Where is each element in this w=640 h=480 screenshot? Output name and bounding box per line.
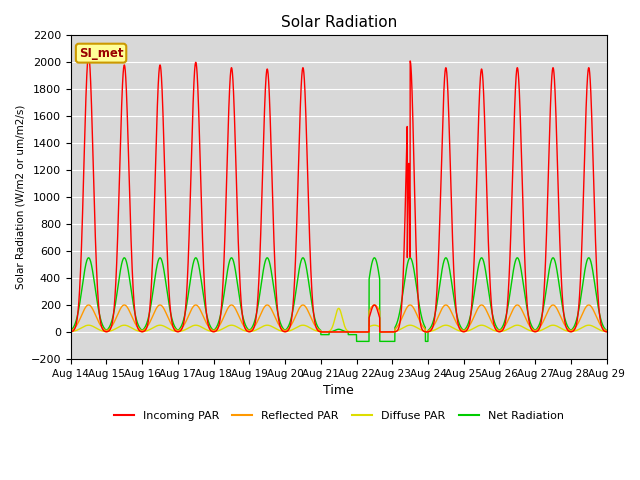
Line: Incoming PAR: Incoming PAR <box>71 56 607 332</box>
Y-axis label: Solar Radiation (W/m2 or um/m2/s): Solar Radiation (W/m2 or um/m2/s) <box>15 105 25 289</box>
Net Radiation <box>84 255 92 261</box>
Reflected PAR <box>602 328 610 334</box>
Diffuse PAR <box>459 329 467 335</box>
Net Radiation <box>490 315 497 321</box>
Incoming PAR <box>603 329 611 335</box>
Title: Solar Radiation: Solar Radiation <box>280 15 397 30</box>
Diffuse PAR <box>163 325 171 331</box>
Net Radiation <box>603 327 611 333</box>
Incoming PAR <box>429 323 437 329</box>
Net Radiation <box>67 327 75 333</box>
Reflected PAR <box>84 302 92 308</box>
Text: SI_met: SI_met <box>79 47 124 60</box>
Net Radiation <box>163 289 171 295</box>
Reflected PAR <box>163 313 171 319</box>
Diffuse PAR <box>602 329 610 335</box>
Diffuse PAR <box>429 328 437 334</box>
Reflected PAR <box>490 322 497 328</box>
Reflected PAR <box>67 328 75 334</box>
Net Radiation <box>602 327 610 333</box>
Reflected PAR <box>459 327 467 333</box>
Reflected PAR <box>603 328 611 334</box>
X-axis label: Time: Time <box>323 384 354 397</box>
Line: Reflected PAR: Reflected PAR <box>71 305 607 332</box>
Net Radiation <box>353 338 360 344</box>
Incoming PAR <box>459 329 467 335</box>
Reflected PAR <box>429 324 437 329</box>
Net Radiation <box>459 327 467 333</box>
Diffuse PAR <box>335 305 342 311</box>
Diffuse PAR <box>490 327 497 333</box>
Legend: Incoming PAR, Reflected PAR, Diffuse PAR, Net Radiation: Incoming PAR, Reflected PAR, Diffuse PAR… <box>109 407 568 425</box>
Diffuse PAR <box>319 329 326 335</box>
Reflected PAR <box>319 329 326 335</box>
Incoming PAR <box>84 53 92 59</box>
Incoming PAR <box>163 248 171 253</box>
Diffuse PAR <box>603 329 611 335</box>
Net Radiation <box>319 332 326 337</box>
Reflected PAR <box>317 329 324 335</box>
Incoming PAR <box>67 329 75 335</box>
Line: Diffuse PAR: Diffuse PAR <box>71 308 607 332</box>
Diffuse PAR <box>353 329 360 335</box>
Incoming PAR <box>317 329 324 335</box>
Incoming PAR <box>602 329 610 335</box>
Diffuse PAR <box>67 329 75 335</box>
Net Radiation <box>429 319 437 324</box>
Line: Net Radiation: Net Radiation <box>71 258 607 341</box>
Incoming PAR <box>319 329 326 335</box>
Incoming PAR <box>490 318 497 324</box>
